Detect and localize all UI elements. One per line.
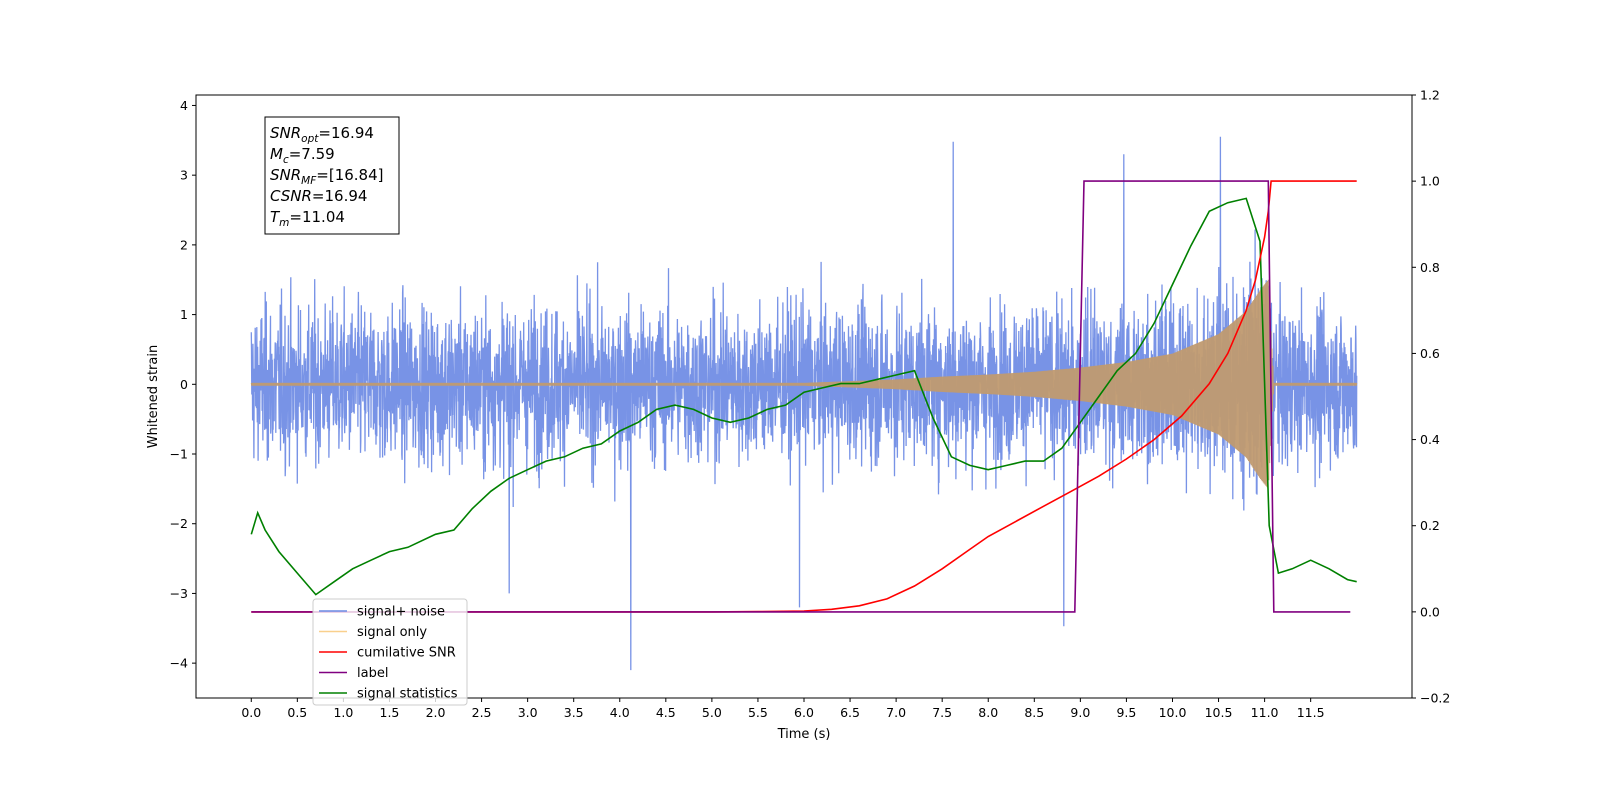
info-subscript: opt — [301, 133, 319, 145]
info-symbol: CSNR — [270, 187, 312, 205]
y-tick-label-right: 0.2 — [1420, 518, 1440, 533]
y-tick-label-right: 0.0 — [1420, 604, 1440, 619]
y-tick-label-left: 3 — [180, 168, 188, 183]
y-tick-label-left: 0 — [180, 377, 188, 392]
y-tick-label-right: 1.0 — [1420, 174, 1440, 189]
legend-label: label — [357, 666, 388, 681]
x-tick-label: 6.0 — [794, 705, 814, 720]
y-tick-label-left: −1 — [170, 447, 188, 462]
legend: signal+ noise signal only cumilative SNR la… — [312, 598, 468, 706]
info-value: =16.94 — [318, 124, 374, 142]
x-tick-label: 7.0 — [886, 705, 906, 720]
legend-label: cumilative SNR — [357, 646, 456, 661]
info-box-line: Tm=11.04 — [270, 208, 345, 229]
signal-only-line — [250, 279, 1358, 489]
x-tick-label: 0.5 — [287, 705, 307, 720]
x-tick-label: 5.5 — [748, 705, 768, 720]
info-box-frame — [264, 116, 400, 235]
y-axis-right: −0.2 0.0 0.2 0.4 0.6 0.8 1.0 1.2 — [1412, 88, 1450, 706]
x-tick-label: 7.5 — [932, 705, 952, 720]
x-tick-label: 3.0 — [518, 705, 538, 720]
info-subscript: m — [279, 217, 289, 229]
legend-frame — [312, 598, 468, 706]
line-series-group — [250, 180, 1357, 613]
info-value: =16.94 — [312, 187, 368, 205]
x-tick-label: 2.0 — [426, 705, 446, 720]
y-tick-label-left: 1 — [180, 307, 188, 322]
x-tick-label: 3.5 — [564, 705, 584, 720]
x-tick-label: 9.5 — [1116, 705, 1136, 720]
y-tick-label-left: 2 — [180, 237, 188, 252]
cumilative-snr-line — [251, 180, 1357, 613]
info-value: =11.04 — [289, 208, 345, 226]
legend-label: signal+ noise — [357, 605, 445, 620]
x-tick-label: 9.0 — [1070, 705, 1090, 720]
x-tick-label: 10.5 — [1205, 705, 1233, 720]
x-tick-label: 2.5 — [472, 705, 492, 720]
y-axis-label-left: Whitened strain — [146, 345, 161, 448]
info-subscript: MF — [301, 175, 317, 187]
x-tick-label: 10.0 — [1159, 705, 1187, 720]
info-value: =[16.84] — [316, 166, 383, 184]
y-tick-label-left: −2 — [170, 516, 188, 531]
x-tick-label: 1.0 — [333, 705, 353, 720]
info-subscript: c — [283, 154, 289, 166]
legend-label: signal statistics — [357, 687, 458, 702]
info-symbol: M — [270, 145, 283, 163]
x-tick-label: 5.0 — [702, 705, 722, 720]
info-symbol: SNR — [270, 166, 301, 184]
y-axis-left: −4 −3 −2 −1 0 1 2 3 4 — [170, 98, 196, 671]
info-box: SNRopt=16.94Mc=7.59SNRMF=[16.84]CSNR=16.… — [264, 116, 400, 235]
x-tick-label: 11.5 — [1297, 705, 1325, 720]
info-box-line: Mc=7.59 — [270, 145, 335, 166]
signal-statistics-line — [250, 197, 1357, 596]
y-tick-label-right: 0.4 — [1420, 432, 1440, 447]
x-tick-label: 4.0 — [610, 705, 630, 720]
info-box-line: SNRMF=[16.84] — [270, 166, 384, 187]
info-value: =7.59 — [289, 145, 335, 163]
label-line — [251, 180, 1351, 613]
x-tick-label: 4.5 — [656, 705, 676, 720]
y-tick-label-right: 0.8 — [1420, 260, 1440, 275]
info-box-line: SNRopt=16.94 — [270, 124, 374, 145]
legend-label: signal only — [357, 625, 427, 640]
x-tick-label: 8.0 — [978, 705, 998, 720]
y-tick-label-right: 1.2 — [1420, 88, 1440, 103]
x-tick-label: 0.0 — [241, 705, 261, 720]
x-axis-label: Time (s) — [777, 727, 831, 742]
info-symbol: SNR — [270, 124, 301, 142]
y-tick-label-right: 0.6 — [1420, 346, 1440, 361]
y-tick-label-left: −3 — [170, 586, 188, 601]
x-tick-label: 1.5 — [380, 705, 400, 720]
x-tick-label: 6.5 — [840, 705, 860, 720]
x-tick-label: 8.5 — [1024, 705, 1044, 720]
signal-only-series — [250, 279, 1358, 489]
x-axis: 0.0 0.5 1.0 1.5 2.0 2.5 3.0 3.5 4.0 4.5 5.0 5.5 6.0 6… — [241, 698, 1325, 720]
info-symbol: T — [270, 208, 281, 226]
x-tick-label: 11.0 — [1251, 705, 1279, 720]
y-tick-label-left: 4 — [180, 98, 188, 113]
y-tick-label-right: −0.2 — [1420, 691, 1450, 706]
y-tick-label-left: −4 — [170, 656, 188, 671]
info-box-line: CSNR=16.94 — [270, 187, 367, 205]
